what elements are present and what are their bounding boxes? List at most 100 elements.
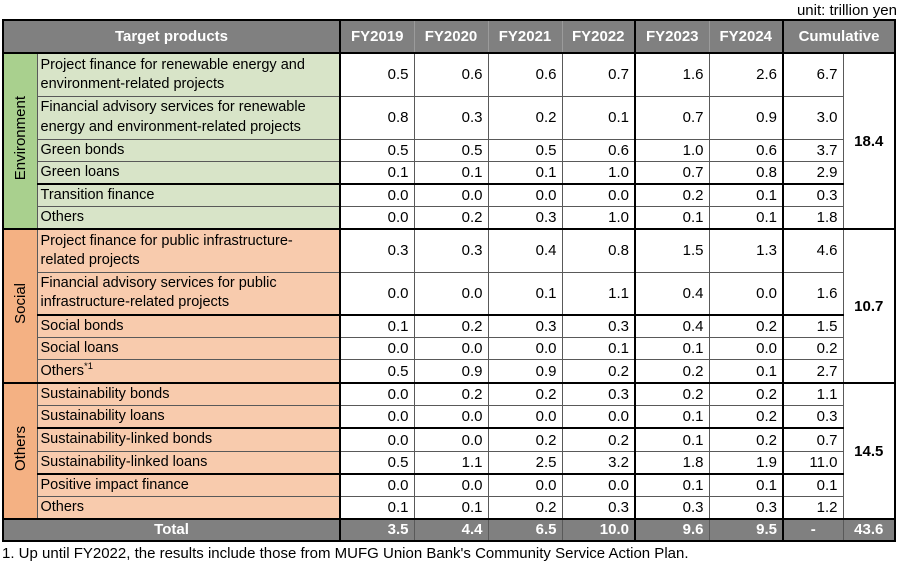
value-cell: 0.0 [339,271,415,316]
row-label: Others [36,495,341,520]
row-label: Financial advisory services for renewabl… [36,95,341,140]
value-cell: 1.8 [634,450,710,475]
value-cell: 0.9 [708,95,784,140]
value-cell: 0.0 [339,405,415,430]
column-header-fy2024: FY2024 [708,19,784,54]
table-row: Others Sustainability bonds 0.0 0.2 0.2 … [2,382,896,520]
value-cell: 0.4 [634,271,710,316]
row-label: Social bonds [36,314,341,339]
row-label: Sustainability-linked bonds [36,427,341,452]
value-cell: 1.5 [634,228,710,273]
value-cell: 2.6 [708,52,784,97]
value-cell: 0.4 [487,228,563,273]
cumulative-cell: 0.3 [782,183,844,207]
total-value-cell: 9.5 [708,517,784,542]
row-label-text: Others [40,363,85,380]
value-cell: 0.0 [413,337,489,361]
total-value-cell: 9.6 [634,517,710,542]
value-cell: 3.2 [561,450,636,475]
column-header-fy2019: FY2019 [339,19,415,54]
value-cell: 0.0 [487,405,563,430]
value-cell: 0.5 [339,138,415,162]
row-label: Others [36,205,341,230]
value-cell: 0.1 [413,160,489,185]
value-cell: 0.0 [561,183,636,207]
value-cell: 1.6 [634,52,710,97]
row-label: Project finance for public infrastructur… [36,228,341,273]
value-cell: 0.1 [561,337,636,361]
cumulative-cell: 3.0 [782,95,844,140]
value-cell: 0.3 [339,228,415,273]
value-cell: 0.6 [413,52,489,97]
value-cell: 0.8 [708,160,784,185]
value-cell: 0.5 [339,450,415,475]
value-cell: 0.0 [339,183,415,207]
total-label: Total [2,517,341,542]
table-row: Sustainability-linked loans 0.5 1.1 2.5 … [3,450,895,475]
value-cell: 0.0 [413,473,489,497]
value-cell: 0.7 [561,52,636,97]
value-cell: 0.6 [487,52,563,97]
cumulative-cell: 2.7 [782,359,844,384]
total-cumulative-dash: - [782,517,844,542]
section-label-environment: Environment [2,52,38,230]
value-cell: 0.5 [339,52,415,97]
value-cell: 1.1 [561,271,636,316]
value-cell: 0.1 [339,160,415,185]
cumulative-cell: 1.5 [782,314,844,339]
value-cell: 0.3 [561,314,636,339]
table-row: Social bonds 0.1 0.2 0.3 0.3 0.4 0.2 1.5 [3,314,895,339]
column-header-fy2021: FY2021 [487,19,563,54]
value-cell: 0.0 [339,382,415,407]
value-cell: 0.2 [634,183,710,207]
cumulative-cell: 0.1 [782,473,844,497]
value-cell: 2.5 [487,450,563,475]
row-label: Green bonds [36,138,341,162]
value-cell: 1.0 [561,160,636,185]
value-cell: 0.0 [339,205,415,230]
row-label: Transition finance [36,183,341,207]
value-cell: 0.6 [708,138,784,162]
value-cell: 0.2 [413,205,489,230]
table-row: Green bonds 0.5 0.5 0.5 0.6 1.0 0.6 3.7 [3,138,895,162]
row-label: Project finance for renewable energy and… [36,52,341,97]
cumulative-cell: 1.1 [782,382,844,407]
results-table: Target products FY2019 FY2020 FY2021 FY2… [2,19,896,542]
table-row: Others 0.0 0.2 0.3 1.0 0.1 0.1 1.8 [3,205,895,230]
value-cell: 0.4 [634,314,710,339]
value-cell: 0.1 [708,205,784,230]
value-cell: 0.1 [561,95,636,140]
value-cell: 0.1 [708,359,784,384]
value-cell: 0.1 [708,183,784,207]
cumulative-cell: 0.3 [782,405,844,430]
column-header-fy2020: FY2020 [413,19,489,54]
row-label: Financial advisory services for public i… [36,271,341,316]
value-cell: 0.0 [708,271,784,316]
section-label-text: Environment [11,96,29,181]
cumulative-cell: 0.7 [782,427,844,452]
row-label: Positive impact finance [36,473,341,497]
section-label-text: Others [11,426,29,472]
value-cell: 0.2 [708,427,784,452]
grand-total: 43.6 [842,517,896,542]
value-cell: 0.8 [339,95,415,140]
cumulative-cell: 6.7 [782,52,844,97]
table-row: Green loans 0.1 0.1 0.1 1.0 0.7 0.8 2.9 [3,160,895,185]
value-cell: 0.3 [634,495,710,520]
value-cell: 0.1 [634,205,710,230]
value-cell: 0.3 [561,382,636,407]
value-cell: 0.5 [487,138,563,162]
value-cell: 0.0 [339,473,415,497]
value-cell: 0.3 [561,495,636,520]
row-label: Sustainability loans [36,405,341,430]
value-cell: 0.3 [487,314,563,339]
value-cell: 0.2 [634,382,710,407]
group-total-others: 14.5 [842,382,896,520]
table-row: Sustainability-linked bonds 0.0 0.0 0.2 … [3,427,895,452]
value-cell: 1.1 [413,450,489,475]
value-cell: 0.1 [487,160,563,185]
cumulative-cell: 3.7 [782,138,844,162]
cumulative-cell: 1.8 [782,205,844,230]
value-cell: 1.3 [708,228,784,273]
value-cell: 0.0 [487,473,563,497]
